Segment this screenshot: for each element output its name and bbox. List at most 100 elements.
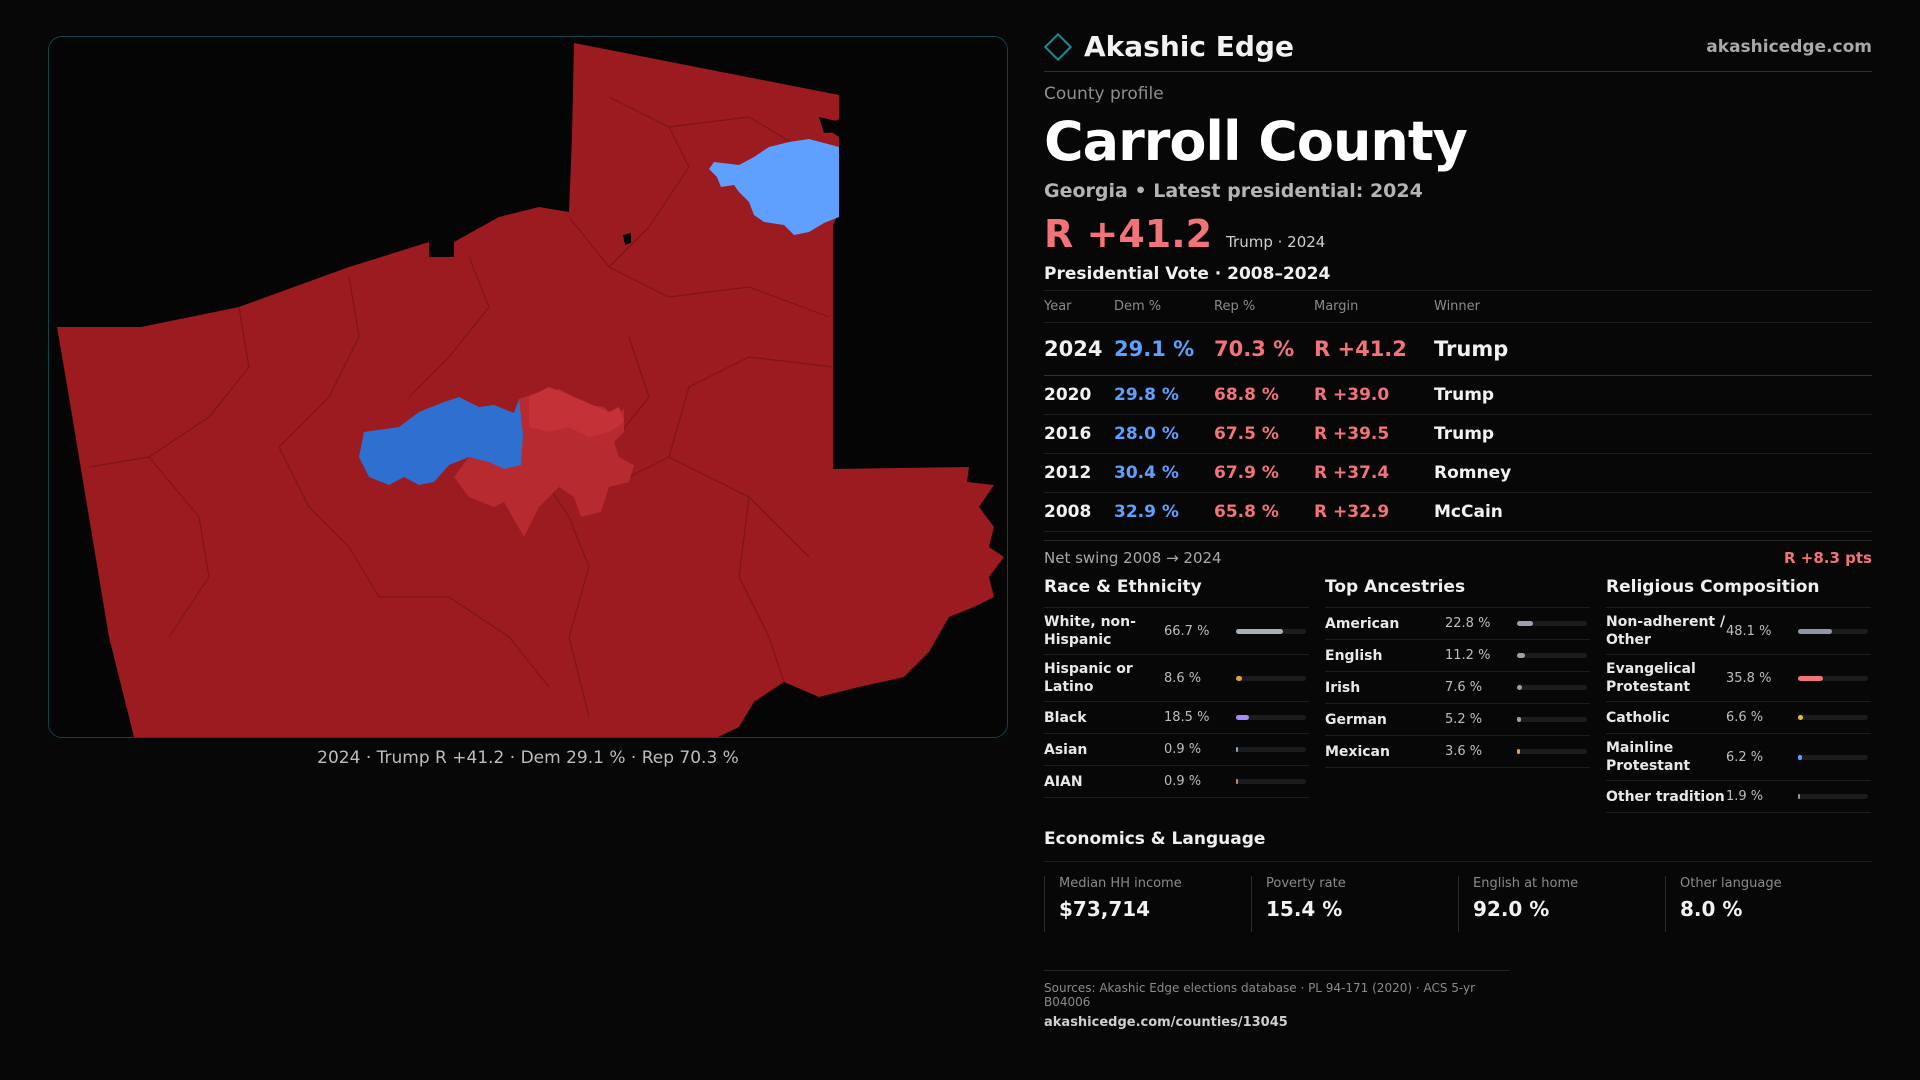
winner-cell: McCain bbox=[1434, 492, 1872, 532]
stat-value: 1.9 % bbox=[1726, 789, 1764, 804]
page-title: Carroll County bbox=[1044, 110, 1468, 173]
bar-track bbox=[1517, 685, 1587, 690]
table-row[interactable]: 2020 29.8 % 68.8 % R +39.0 Trump bbox=[1044, 375, 1872, 415]
county-url-link[interactable]: akashicedge.com/counties/13045 bbox=[1044, 1015, 1288, 1030]
bar-track bbox=[1517, 717, 1587, 722]
margin-cell: R +39.5 bbox=[1314, 414, 1434, 454]
map-caption: 2024 · Trump R +41.2 · Dem 29.1 % · Rep … bbox=[317, 748, 739, 768]
col-margin: Margin bbox=[1314, 290, 1434, 323]
list-item: White, non-Hispanic 66.7 % bbox=[1044, 608, 1309, 655]
list-item: German 5.2 % bbox=[1325, 704, 1590, 736]
stat-value: 5.2 % bbox=[1445, 712, 1483, 727]
bar-track bbox=[1236, 779, 1306, 784]
winner-cell: Trump bbox=[1434, 414, 1872, 454]
rep-cell: 68.8 % bbox=[1214, 375, 1314, 415]
table-row[interactable]: 2012 30.4 % 67.9 % R +37.4 Romney bbox=[1044, 453, 1872, 493]
rep-cell: 65.8 % bbox=[1214, 492, 1314, 532]
swing-value: R +8.3 pts bbox=[1784, 549, 1872, 567]
profile-eyebrow: County profile bbox=[1044, 84, 1164, 104]
stat-label: Non-adherent / Other bbox=[1606, 614, 1726, 648]
bar-track bbox=[1517, 749, 1587, 754]
race-section-title: Race & Ethnicity bbox=[1044, 577, 1309, 608]
dem-cell: 29.1 % bbox=[1114, 322, 1214, 376]
dem-cell: 30.4 % bbox=[1114, 453, 1214, 493]
stat-label: Asian bbox=[1044, 741, 1088, 758]
margin-cell: R +32.9 bbox=[1314, 492, 1434, 532]
list-item: Catholic 6.6 % bbox=[1606, 702, 1871, 734]
stat-value: 0.9 % bbox=[1164, 774, 1202, 789]
stat-label: Black bbox=[1044, 709, 1087, 726]
bar-fill bbox=[1236, 779, 1239, 784]
year-cell: 2016 bbox=[1044, 414, 1114, 454]
ancestry-section-title: Top Ancestries bbox=[1325, 577, 1590, 608]
bar-fill bbox=[1236, 628, 1283, 634]
bar-track bbox=[1236, 675, 1306, 681]
footer: Sources: Akashic Edge elections database… bbox=[1044, 970, 1509, 1030]
county-notch bbox=[819, 117, 841, 133]
county-shape-lean-republican-2[interactable] bbox=[529, 387, 624, 437]
year-cell: 2012 bbox=[1044, 453, 1114, 493]
stat-value: 66.7 % bbox=[1164, 623, 1210, 639]
year-cell: 2008 bbox=[1044, 492, 1114, 532]
econ-value: 15.4 % bbox=[1266, 897, 1343, 921]
vote-section-title: Presidential Vote · 2008–2024 bbox=[1044, 264, 1331, 284]
econ-value: $73,714 bbox=[1059, 897, 1151, 921]
bar-track bbox=[1798, 675, 1868, 681]
stat-value: 8.6 % bbox=[1164, 670, 1202, 686]
list-item: AIAN 0.9 % bbox=[1044, 766, 1309, 798]
stat-value: 48.1 % bbox=[1726, 623, 1772, 639]
bar-track bbox=[1798, 715, 1868, 720]
county-shape-democratic[interactable] bbox=[359, 397, 523, 485]
bar-fill bbox=[1236, 715, 1249, 720]
list-item: Other tradition 1.9 % bbox=[1606, 781, 1871, 813]
econ-label: Median HH income bbox=[1059, 876, 1182, 891]
table-row[interactable]: 2008 32.9 % 65.8 % R +32.9 McCain bbox=[1044, 492, 1872, 532]
stat-label: Hispanic or Latino bbox=[1044, 661, 1133, 695]
county-map[interactable] bbox=[48, 36, 1008, 738]
religion-section-title: Religious Composition bbox=[1606, 577, 1871, 608]
stat-label: Irish bbox=[1325, 679, 1361, 696]
race-ethnicity-section: Race & Ethnicity White, non-Hispanic 66.… bbox=[1044, 577, 1309, 813]
list-item: Asian 0.9 % bbox=[1044, 734, 1309, 766]
stat-value: 35.8 % bbox=[1726, 670, 1772, 686]
vote-table: Year Dem % Rep % Margin Winner 2024 29.1… bbox=[1044, 290, 1872, 532]
county-notch-small bbox=[623, 233, 631, 245]
dem-cell: 32.9 % bbox=[1114, 492, 1214, 532]
margin-cell: R +39.0 bbox=[1314, 375, 1434, 415]
econ-label: English at home bbox=[1473, 876, 1579, 891]
list-item: Mainline Protestant 6.2 % bbox=[1606, 734, 1871, 781]
econ-cell-poverty: Poverty rate 15.4 % bbox=[1251, 876, 1458, 932]
list-item: Irish 7.6 % bbox=[1325, 672, 1590, 704]
headline-result: R +41.2 Trump · 2024 bbox=[1044, 212, 1872, 256]
econ-cell-income: Median HH income $73,714 bbox=[1044, 876, 1251, 932]
bar-fill bbox=[1798, 715, 1803, 720]
bar-track bbox=[1517, 653, 1587, 658]
table-row[interactable]: 2024 29.1 % 70.3 % R +41.2 Trump bbox=[1044, 322, 1872, 376]
county-map-svg bbox=[57, 43, 1004, 738]
econ-label: Poverty rate bbox=[1266, 876, 1346, 891]
winner-cell: Romney bbox=[1434, 453, 1872, 493]
rep-cell: 67.9 % bbox=[1214, 453, 1314, 493]
econ-cell-english: English at home 92.0 % bbox=[1458, 876, 1665, 932]
page-subtitle: Georgia • Latest presidential: 2024 bbox=[1044, 180, 1423, 202]
year-cell: 2020 bbox=[1044, 375, 1114, 415]
swing-label: Net swing 2008 → 2024 bbox=[1044, 549, 1222, 567]
brand[interactable]: Akashic Edge bbox=[1043, 30, 1294, 63]
table-row[interactable]: 2016 28.0 % 67.5 % R +39.5 Trump bbox=[1044, 414, 1872, 454]
econ-label: Other language bbox=[1680, 876, 1782, 891]
county-shape-republican[interactable] bbox=[57, 43, 1004, 738]
list-item: American 22.8 % bbox=[1325, 608, 1590, 640]
stat-label: Evangelical Protestant bbox=[1606, 661, 1696, 695]
stat-value: 18.5 % bbox=[1164, 710, 1210, 725]
list-item: Mexican 3.6 % bbox=[1325, 736, 1590, 768]
stat-value: 3.6 % bbox=[1445, 744, 1483, 759]
list-item: Black 18.5 % bbox=[1044, 702, 1309, 734]
brand-url-link[interactable]: akashicedge.com bbox=[1706, 36, 1872, 57]
col-year: Year bbox=[1044, 290, 1114, 323]
stat-label: White, non-Hispanic bbox=[1044, 614, 1136, 648]
bar-track bbox=[1798, 754, 1868, 760]
econ-value: 92.0 % bbox=[1473, 897, 1550, 921]
margin-cell: R +37.4 bbox=[1314, 453, 1434, 493]
brand-header: Akashic Edge akashicedge.com bbox=[1043, 30, 1872, 72]
county-shape-dem-northeast[interactable] bbox=[709, 139, 839, 235]
